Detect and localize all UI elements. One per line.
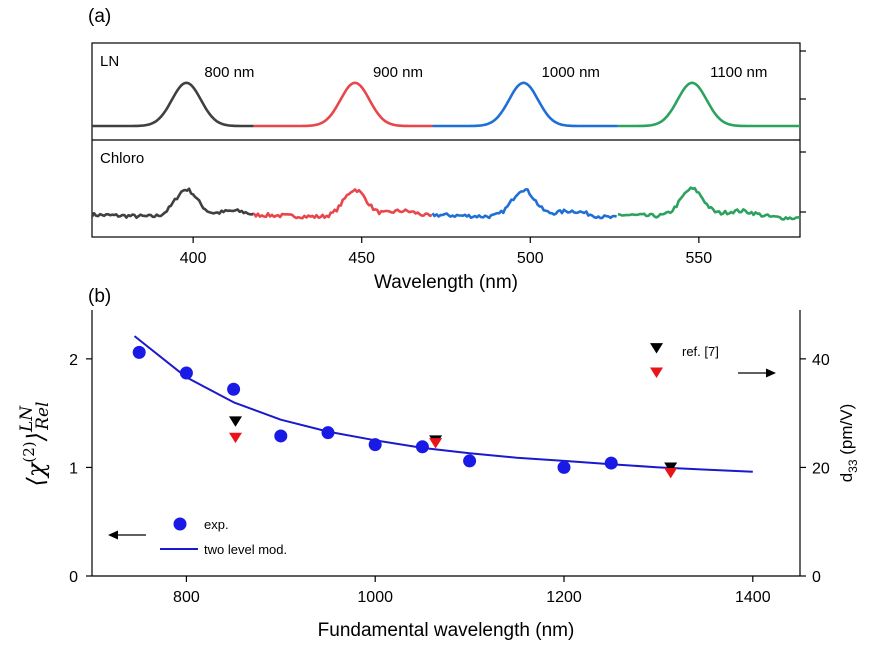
ref-point-black — [664, 462, 678, 473]
exp-point — [179, 366, 193, 380]
left-label-ln: LN — [17, 405, 37, 433]
spectrum-curve-1 — [253, 81, 433, 128]
panel-a-x-tick-label: 400 — [180, 250, 207, 267]
exp-point — [604, 456, 618, 470]
spectrum-curve-2 — [432, 81, 618, 128]
panel-b-x-tick-label: 1200 — [546, 589, 582, 606]
spectrum-curve-3 — [617, 186, 801, 221]
reference-points-red — [228, 367, 678, 479]
spectrum-curve-2 — [431, 188, 618, 220]
peak-label: 1000 nm — [542, 64, 600, 81]
right-axis-arrow — [738, 368, 776, 378]
panel-b-left-tick-label: 0 — [69, 569, 78, 586]
legend-label-model: two level mod. — [204, 542, 287, 557]
panel-a-x-tick-label: 500 — [517, 250, 544, 267]
ref-point-red — [664, 467, 678, 479]
left-label-rangle: ⟩ — [22, 432, 50, 442]
exp-point — [132, 345, 146, 359]
two-level-model-line — [133, 335, 753, 473]
left-axis-arrow — [108, 530, 146, 540]
panel-a-peak-labels: 800 nm 900 nm 1000 nm 1100 nm — [204, 64, 767, 81]
left-label-rel: Rel — [33, 401, 53, 430]
panel-b-x-tick-label: 800 — [173, 589, 200, 606]
peak-label: 1100 nm — [710, 64, 767, 81]
panel-b-right-ticks: 0 20 40 — [800, 352, 830, 586]
panel-b-x-ticks: 800 1000 1200 1400 — [173, 576, 771, 606]
legend-label-exp: exp. — [204, 517, 229, 532]
panel-b-label: (b) — [88, 286, 111, 307]
exp-point — [368, 438, 382, 452]
panel-a-x-ticks: 400 450 500 550 — [180, 237, 713, 267]
left-label-sup: (2) — [20, 441, 38, 462]
panel-b-left-axis-label: ⟨χ(2)⟩LNRel — [17, 401, 53, 486]
spectrum-curve-0 — [92, 81, 254, 128]
left-label-chi: ⟨χ — [22, 461, 50, 486]
subplot-label-chloro: Chloro — [100, 150, 144, 167]
panel-a-chloro-curves — [90, 186, 801, 221]
exp-point — [321, 426, 335, 440]
ref-annotation: ref. [7] — [682, 344, 719, 359]
ref-point-red — [650, 367, 664, 378]
panel-b-left-tick-label: 2 — [69, 352, 78, 369]
panel-b-left-tick-label: 1 — [69, 460, 78, 477]
ref-point-red — [429, 438, 443, 449]
panel-b: 800 1000 1200 1400 0 1 2 0 20 40 ⟨χ(2)⟩LNRel d3… — [17, 310, 860, 641]
right-label-unit: (pm/V) — [837, 404, 856, 460]
reference-points-black — [228, 343, 678, 473]
panel-b-x-tick-label: 1000 — [357, 589, 393, 606]
panel-a: 400 450 500 550 800 nm 900 nm 1000 nm 1100 nm … — [90, 42, 806, 293]
exp-point — [463, 454, 477, 468]
panel-b-x-axis-label: Fundamental wavelength (nm) — [318, 620, 575, 641]
legend: exp. two level mod. — [160, 517, 287, 557]
panel-a-x-tick-label: 550 — [686, 250, 713, 267]
ref-point-red — [228, 432, 242, 444]
panel-a-x-tick-label: 450 — [348, 250, 375, 267]
panel-a-label: (a) — [88, 6, 111, 27]
panel-b-right-axis-label: d33 (pm/V) — [837, 404, 860, 483]
exp-point — [557, 460, 571, 474]
spectrum-curve-1 — [252, 188, 433, 220]
panel-a-ln-curves — [92, 81, 800, 128]
exp-point — [227, 382, 241, 396]
ref-point-black — [650, 343, 664, 354]
experimental-points — [132, 345, 618, 474]
spectrum-curve-3 — [617, 81, 800, 128]
ref-point-black — [228, 416, 242, 427]
right-label-sub: 33 — [846, 459, 860, 473]
legend-marker-exp — [173, 517, 187, 531]
panel-b-right-tick-label: 40 — [812, 352, 830, 369]
exp-point — [415, 440, 429, 454]
peak-label: 800 nm — [204, 64, 254, 81]
model-curve — [133, 335, 753, 473]
right-label-d: d — [837, 473, 856, 482]
panel-b-left-ticks: 0 1 2 — [69, 352, 92, 586]
peak-label: 900 nm — [373, 64, 423, 81]
panel-b-x-tick-label: 1400 — [735, 589, 771, 606]
spectrum-curve-0 — [90, 187, 255, 219]
panel-a-x-axis-label: Wavelength (nm) — [374, 272, 518, 293]
exp-point — [274, 429, 288, 443]
panel-b-right-tick-label: 0 — [812, 569, 821, 586]
subplot-label-ln: LN — [100, 53, 119, 70]
panel-b-right-tick-label: 20 — [812, 460, 830, 477]
